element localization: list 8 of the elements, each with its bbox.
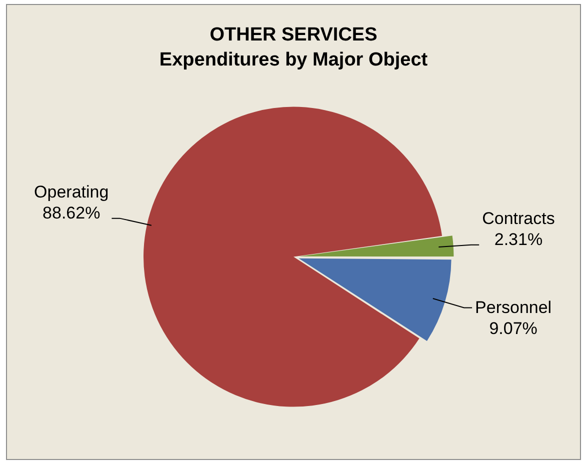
data-label: 88.62%: [42, 204, 100, 223]
slice-label: Personnel: [475, 298, 552, 317]
slice-label: Contracts: [482, 209, 555, 228]
data-label: 2.31%: [494, 230, 543, 250]
slice-label: Operating: [34, 182, 109, 202]
chart-title: OTHER SERVICES: [210, 24, 378, 46]
data-label: 9.07%: [489, 318, 538, 338]
chart-subtitle: Expenditures by Major Object: [159, 49, 428, 70]
